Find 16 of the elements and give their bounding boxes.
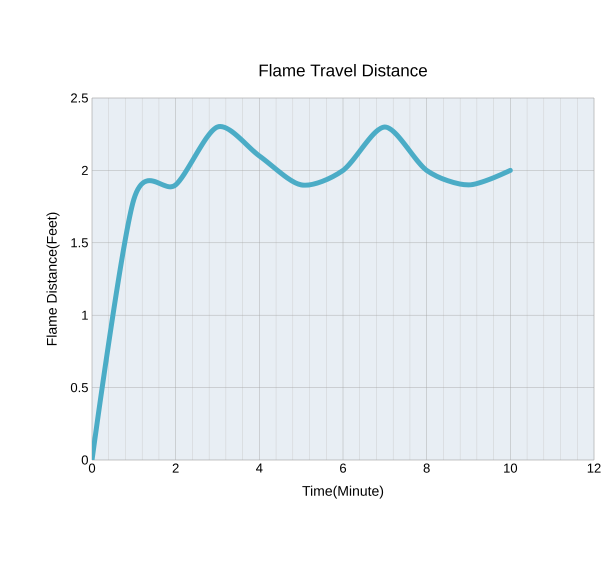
x-tick-label: 8 (424, 464, 430, 473)
x-tick-label: 10 (504, 464, 518, 473)
chart-title: Flame Travel Distance (260, 64, 427, 76)
y-tick-label: 1.5 (71, 238, 88, 248)
y-tick-label: 1 (82, 310, 88, 320)
x-tick-label: 2 (172, 464, 179, 473)
y-tick-label: 2 (82, 166, 88, 175)
x-tick-label: 6 (340, 464, 346, 473)
y-axis-title: Flame Distance(Feet) (46, 212, 60, 346)
x-axis-title: Time(Minute) (302, 486, 384, 499)
x-tick-label: 4 (256, 464, 263, 472)
y-tick-label: 0 (82, 455, 88, 465)
x-tick-label: 0 (88, 464, 96, 473)
y-tick-label: 2.5 (71, 93, 88, 103)
x-tick-label: 12 (588, 464, 601, 473)
y-tick-label: 0.5 (70, 382, 88, 392)
